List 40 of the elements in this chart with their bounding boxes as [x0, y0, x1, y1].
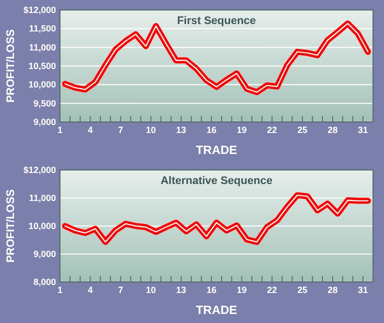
x-tick-label: 31 [358, 285, 368, 295]
y-tick-label: 9,000 [33, 117, 56, 127]
x-tick-label: 25 [297, 125, 308, 135]
x-tick-label: 4 [88, 125, 93, 135]
x-tick-label: 1 [57, 285, 63, 295]
x-tick-label: 16 [206, 125, 216, 135]
x-tick-label: 4 [88, 285, 93, 295]
x-axis-title: TRADE [196, 143, 238, 157]
y-tick-label: 9,500 [33, 98, 56, 108]
y-tick-label: 10,500 [28, 61, 56, 71]
x-tick-label: 19 [236, 285, 247, 295]
y-tick-label: 11,500 [28, 24, 56, 34]
x-tick-label: 31 [358, 125, 368, 135]
x-tick-label: 25 [297, 285, 308, 295]
y-tick-label: $12,000 [23, 165, 56, 175]
x-tick-label: 28 [328, 285, 338, 295]
x-tick-label: 28 [328, 125, 338, 135]
y-tick-label: 9,000 [33, 249, 56, 259]
text: First Sequence [177, 15, 256, 27]
y-axis-title: PROFIT/LOSS [5, 29, 17, 103]
x-tick-label: 16 [206, 285, 216, 295]
x-tick-label: 22 [267, 125, 278, 135]
x-tick-label: 10 [146, 125, 156, 135]
x-tick-label: 1 [57, 125, 63, 135]
x-axis-title: TRADE [196, 303, 238, 317]
y-tick-label: 10,000 [28, 221, 56, 231]
y-tick-label: 10,000 [28, 80, 56, 90]
y-tick-label: 11,000 [28, 42, 56, 52]
y-axis-title: PROFIT/LOSS [5, 189, 17, 263]
x-tick-label: 22 [267, 285, 278, 295]
y-tick-label: $12,000 [23, 5, 56, 15]
chart-title: Alternative Sequence [160, 175, 272, 187]
x-tick-label: 13 [176, 125, 186, 135]
x-tick-label: 19 [236, 125, 247, 135]
x-tick-label: 7 [118, 125, 124, 135]
y-tick-label: 11,000 [28, 193, 56, 203]
x-tick-label: 10 [146, 285, 156, 295]
x-tick-label: 7 [118, 285, 124, 295]
y-tick-label: 8,000 [33, 277, 56, 287]
x-tick-label: 13 [176, 285, 186, 295]
